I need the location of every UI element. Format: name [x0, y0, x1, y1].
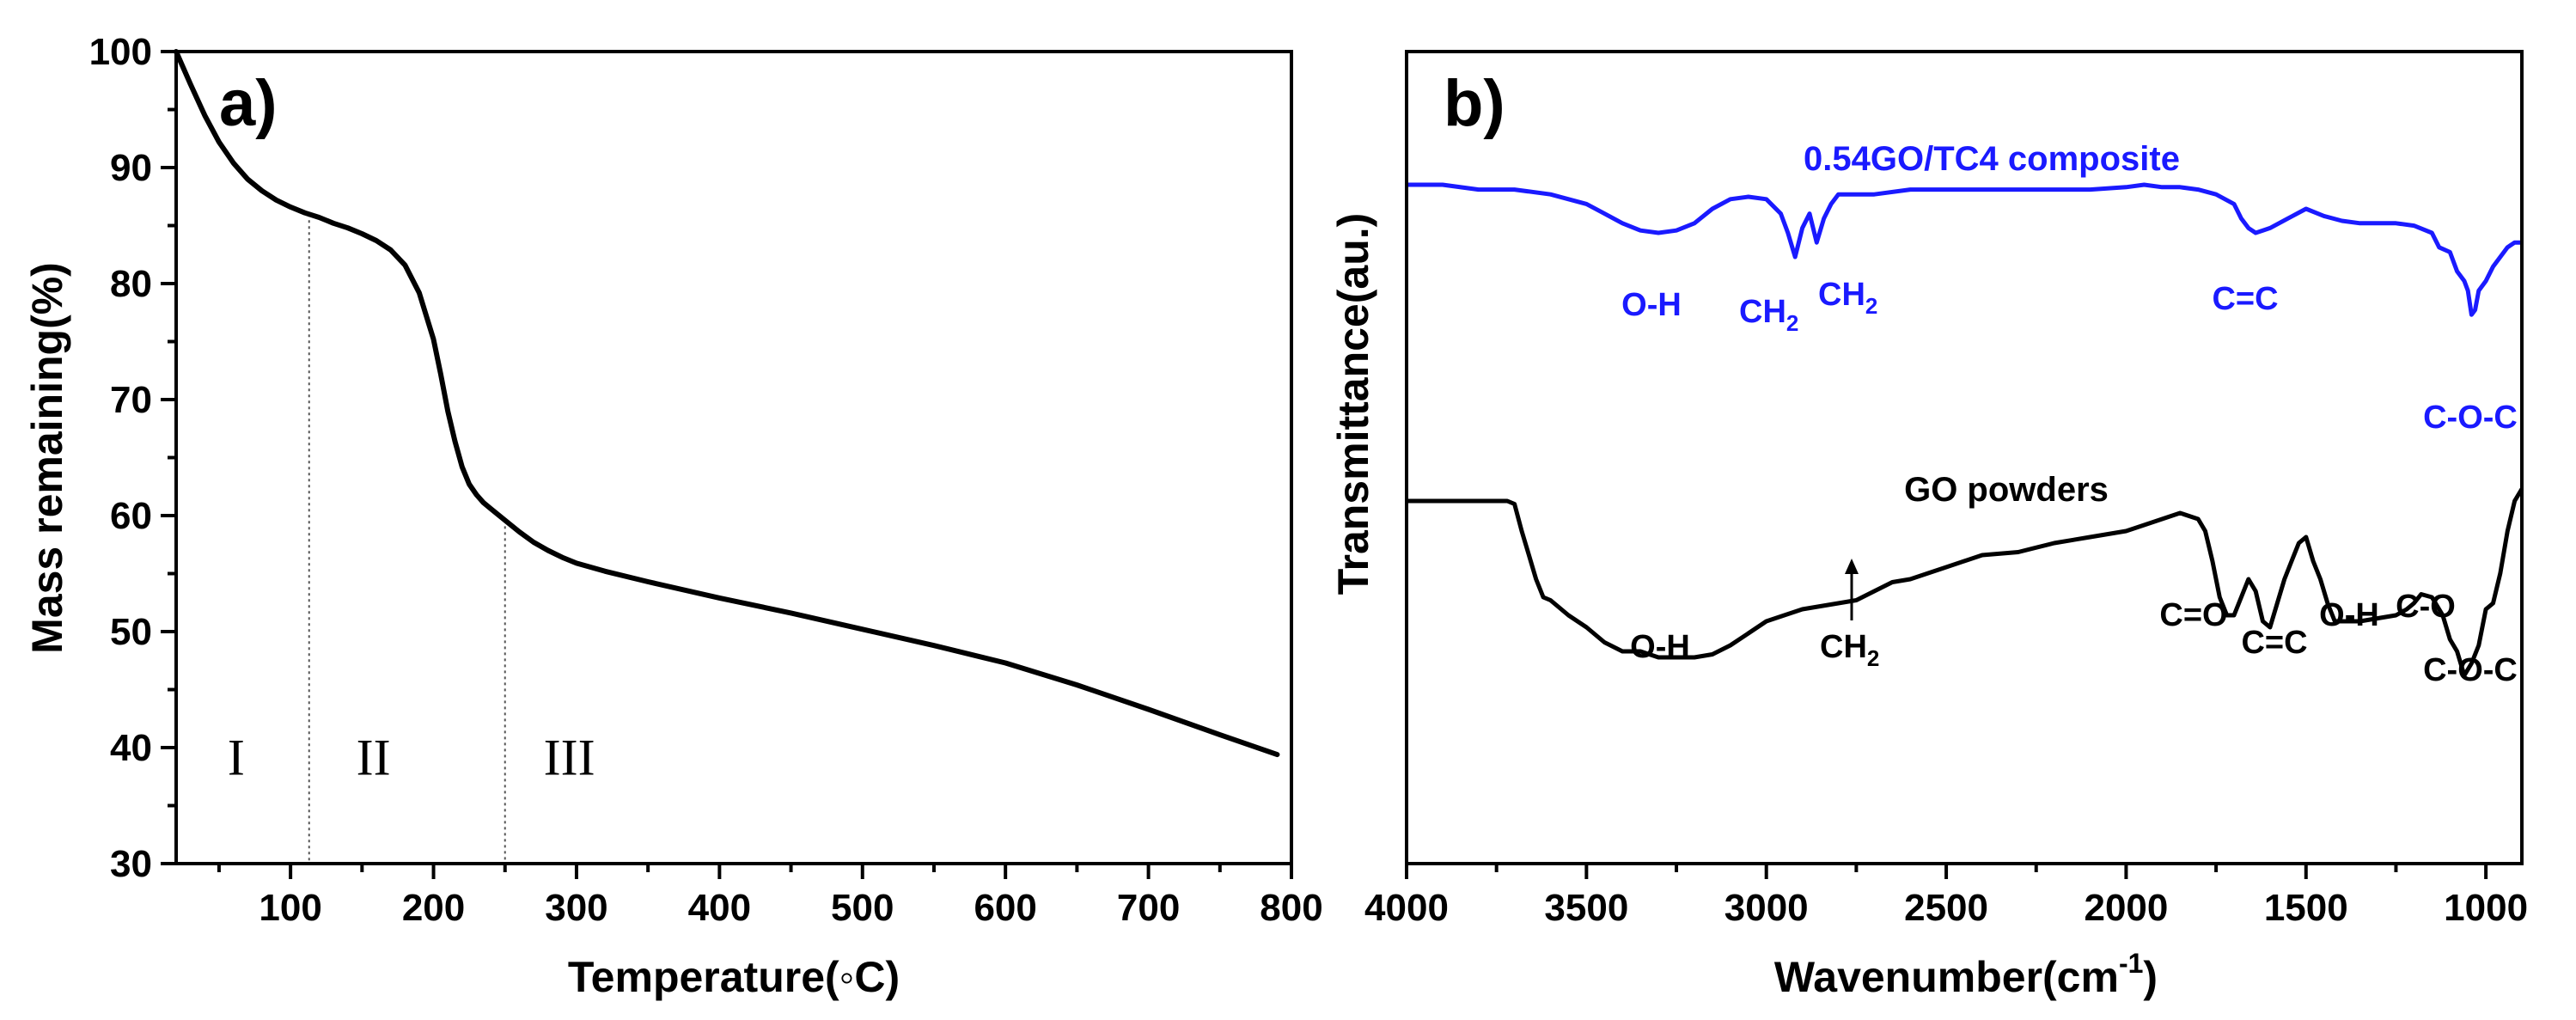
panel-b-x-tick-label: 1500	[2264, 887, 2348, 929]
panel-a-y-tick-label: 100	[89, 31, 152, 73]
panel-b-x-tick-label: 3000	[1724, 887, 1809, 929]
panel-b-go-annotations: GO powders O-H CH2 C=O C=C O-H C-O C-O-C	[1630, 471, 2518, 688]
panel-a: I II III 100 200 300 400 500 600 700 800 30405060…	[23, 31, 1323, 1001]
panel-a-y-tick-label: 40	[110, 727, 152, 769]
panel-a-label: a)	[219, 67, 278, 140]
panel-a-stage-label: III	[544, 730, 595, 786]
panel-a-x-axis-ticks: 100 200 300 400 500 600 700 800	[217, 864, 1323, 929]
panel-b-ch2-arrow-head	[1845, 559, 1859, 574]
panel-a-x-tick-label: 700	[1117, 887, 1180, 929]
panel-b-subscript: 2	[1865, 293, 1877, 319]
panel-b-x-axis-ticks: 4000 3500 3000 2500 2000 1500 1000	[1364, 864, 2528, 929]
panel-a-x-tick-label: 100	[259, 887, 321, 929]
panel-b-go-title: GO powders	[1904, 471, 2109, 509]
panel-a-y-tick-label: 90	[110, 147, 152, 189]
panel-a-y-tick-label: 80	[110, 263, 152, 305]
panel-a-y-axis-label: Mass remaining(%)	[23, 262, 71, 654]
panel-a-x-tick-label: 400	[688, 887, 751, 929]
panel-a-stage-labels: I II III	[228, 730, 595, 786]
panel-a-y-axis-ticks: 30 40 50 60 70 80 90 100	[89, 31, 176, 885]
panel-a-y-tick-label: 30	[110, 843, 152, 885]
panel-a-y-tick-label: 60	[110, 495, 152, 537]
panel-b-peak-label: O-H	[1630, 629, 1690, 665]
panel-b-peak-label: C=C	[2212, 281, 2278, 317]
panel-b-peak-label-text: CH	[1820, 629, 1867, 665]
panel-a-y-tick-label: 50	[110, 611, 152, 653]
panel-a-stage-dividers	[308, 214, 506, 864]
panel-a-x-tick-label: 600	[974, 887, 1036, 929]
panel-b-peak-label: C-O	[2396, 589, 2456, 625]
panel-b-peak-label: CH2	[1739, 294, 1798, 336]
panel-b-subscript: 2	[1786, 310, 1798, 336]
panel-b-x-tick-label: 2500	[1904, 887, 1988, 929]
panel-a-stage-label: II	[357, 730, 391, 786]
panel-b-peak-label-text: CH	[1739, 294, 1786, 330]
panel-a-plot-frame	[174, 50, 1293, 865]
panel-b-composite-line	[1407, 182, 2522, 317]
panel-b-peak-label: O-H	[2319, 597, 2379, 633]
panel-b-peak-label: CH2	[1820, 629, 1879, 671]
panel-b-x-axis-label-close: )	[2143, 953, 2158, 1001]
panel-a-y-tick-label: 70	[110, 379, 152, 421]
panel-b-x-axis-label: Wavenumber(cm-1)	[1774, 948, 2158, 1001]
panel-a-x-tick-label: 500	[831, 887, 894, 929]
panel-b-label: b)	[1444, 67, 1505, 140]
panel-b-go-powder-line	[1407, 487, 2524, 678]
panel-b-x-tick-label: 1000	[2444, 887, 2528, 929]
panel-a-x-tick-label: 800	[1260, 887, 1322, 929]
panel-b-x-axis-label-superscript: -1	[2119, 948, 2143, 979]
panel-b-x-tick-label: 4000	[1364, 887, 1449, 929]
panel-b-peak-label-text: CH	[1818, 277, 1865, 313]
panel-b-peak-label: C=O	[2159, 597, 2227, 633]
panel-b-peak-label: C-O-C	[2423, 652, 2518, 688]
panel-b-plot-frame	[1405, 50, 2524, 865]
panel-a-x-tick-label: 200	[402, 887, 465, 929]
panel-b-y-axis-label: Transmittance(au.)	[1329, 213, 1377, 596]
panel-b-x-axis-label-text: Wavenumber(cm	[1774, 953, 2119, 1001]
panel-b-peak-label: C=C	[2241, 625, 2307, 661]
panel-b-subscript: 2	[1867, 645, 1879, 671]
panel-b-composite-annotations: 0.54GO/TC4 composite O-H CH2 CH2 C=C C-O…	[1621, 140, 2518, 436]
panel-b-x-tick-label: 3500	[1544, 887, 1628, 929]
panel-a-tga-line	[174, 49, 1280, 758]
panel-b-peak-label: O-H	[1621, 287, 1682, 323]
panel-b-x-tick-label: 2000	[2084, 887, 2168, 929]
panel-b-peak-label: C-O-C	[2423, 400, 2518, 436]
panel-a-x-axis-label: Temperature(◦C)	[568, 953, 900, 1001]
panel-b-composite-title: 0.54GO/TC4 composite	[1804, 140, 2180, 178]
panel-a-stage-label: I	[228, 730, 245, 786]
panel-a-x-tick-label: 300	[545, 887, 607, 929]
panel-b: 4000 3500 3000 2500 2000 1500 1000 b) Wavenumb…	[1329, 50, 2528, 1001]
panel-b-peak-label: CH2	[1818, 277, 1877, 319]
